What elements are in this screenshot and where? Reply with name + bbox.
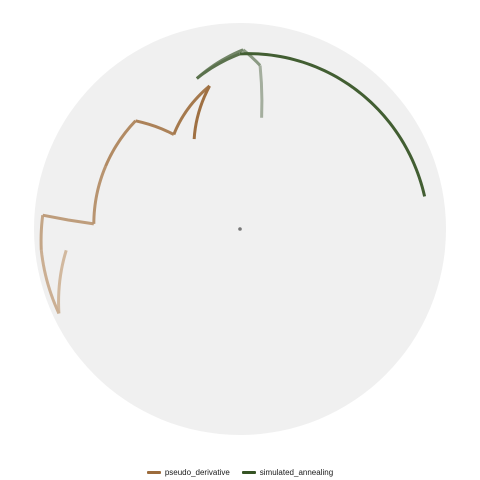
series-segment-simulated-annealing (239, 52, 427, 197)
series-segment-pseudo-derivative (39, 249, 61, 315)
series-segment-pseudo-derivative (57, 249, 68, 314)
legend-swatch-simulated-annealing (241, 470, 256, 474)
center-marker (238, 227, 242, 231)
series-segment-pseudo-derivative (135, 119, 175, 136)
legend-label-pseudo-derivative: pseudo_derivative (164, 467, 230, 477)
series-segment-pseudo-derivative (172, 84, 211, 136)
series-pseudo-derivative (39, 84, 211, 315)
series-segment-simulated-annealing (258, 65, 264, 118)
series-segment-pseudo-derivative (104, 119, 137, 167)
legend-label-simulated-annealing: simulated_annealing (259, 467, 334, 477)
legend: pseudo_derivative simulated_annealing (0, 465, 480, 479)
series-layer (39, 48, 427, 315)
series-segment-pseudo-derivative (192, 85, 211, 140)
series-segment-pseudo-derivative (92, 165, 107, 224)
legend-item-pseudo-derivative: pseudo_derivative (146, 467, 230, 477)
series-segment-pseudo-derivative (42, 213, 95, 226)
legend-item-simulated-annealing: simulated_annealing (241, 467, 334, 477)
series-simulated-annealing (195, 48, 427, 197)
legend-swatch-pseudo-derivative (146, 470, 161, 474)
series-segment-simulated-annealing (195, 52, 241, 80)
series-segment-pseudo-derivative (39, 215, 45, 250)
